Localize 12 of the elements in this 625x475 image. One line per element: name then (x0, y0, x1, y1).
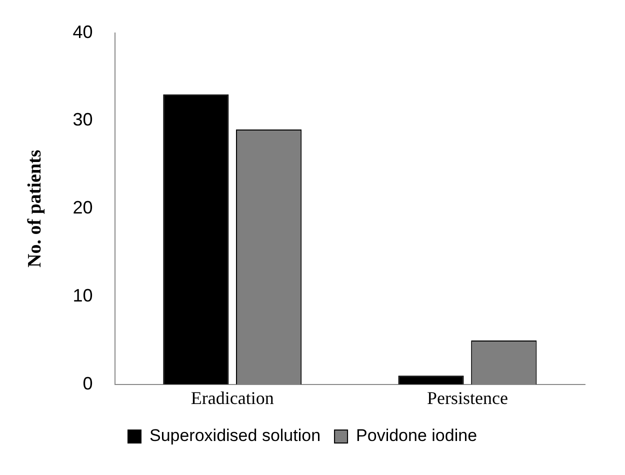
x-tick-label: Persistence (426, 388, 508, 408)
bar (163, 94, 229, 384)
y-tick-label: 20 (72, 198, 93, 218)
y-tick-label: 30 (72, 110, 93, 130)
x-tick-label: Eradication (190, 388, 274, 408)
y-tick-label: 40 (72, 22, 93, 42)
y-axis-title: No. of patients (24, 150, 46, 268)
legend-label: Superoxidised solution (149, 426, 321, 446)
legend-label: Povidone iodine (356, 426, 478, 446)
bar (398, 376, 464, 384)
y-tick-label: 10 (72, 285, 93, 306)
y-tick-label: 0 (82, 373, 93, 394)
